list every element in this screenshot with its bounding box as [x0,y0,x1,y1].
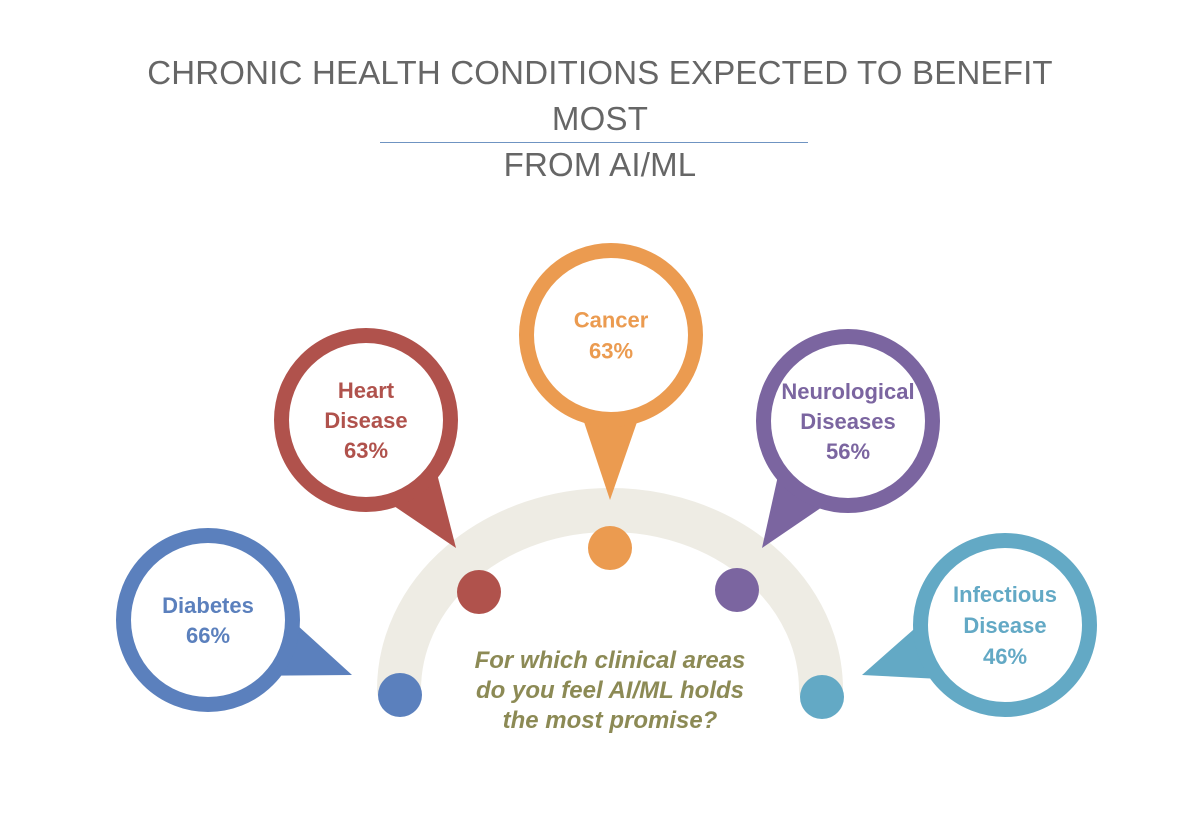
arc-dot-heart-disease [457,570,501,614]
bubble-label-line: Diabetes [162,593,254,618]
bubble-percent: 63% [589,339,633,364]
bubble-label-line: Disease [963,613,1046,638]
bubble-label-line: Disease [324,408,407,433]
bubble-label-line: Heart [338,378,395,403]
bubble-neurological-diseases: Neurological Diseases 56% [762,337,933,549]
bubble-infectious-disease: Infectious Disease 46% [862,541,1090,710]
survey-question-line: do you feel AI/ML holds [476,677,744,704]
arc-dot-neurological-diseases [715,568,759,612]
bubble-tail [583,418,638,500]
bubble-label-line: Neurological [781,379,914,404]
survey-question: For which clinical areas do you feel AI/M… [475,647,746,734]
arc-dot-cancer [588,526,632,570]
survey-question-line: For which clinical areas [475,647,746,674]
arc-dot-diabetes [378,673,422,717]
bubble-label-line: Infectious [953,582,1057,607]
bubbles-layer: Diabetes 66% Heart Disease 63% Cancer 63% Neuro… [124,251,1090,710]
bubble-percent: 66% [186,623,230,648]
bubble-percent: 46% [983,644,1027,669]
bubble-diabetes: Diabetes 66% [124,536,353,705]
bubble-percent: 63% [344,438,388,463]
bubble-label-line: Cancer [574,308,649,333]
bubble-cancer: Cancer 63% [527,251,696,501]
survey-question-line: the most promise? [503,707,718,734]
bubble-percent: 56% [826,439,870,464]
bubble-label-line: Diseases [800,409,895,434]
bubble-ring [124,536,293,705]
bubble-ring [527,251,696,420]
arc-dot-infectious-disease [800,675,844,719]
bubble-heart-disease: Heart Disease 63% [282,336,457,549]
